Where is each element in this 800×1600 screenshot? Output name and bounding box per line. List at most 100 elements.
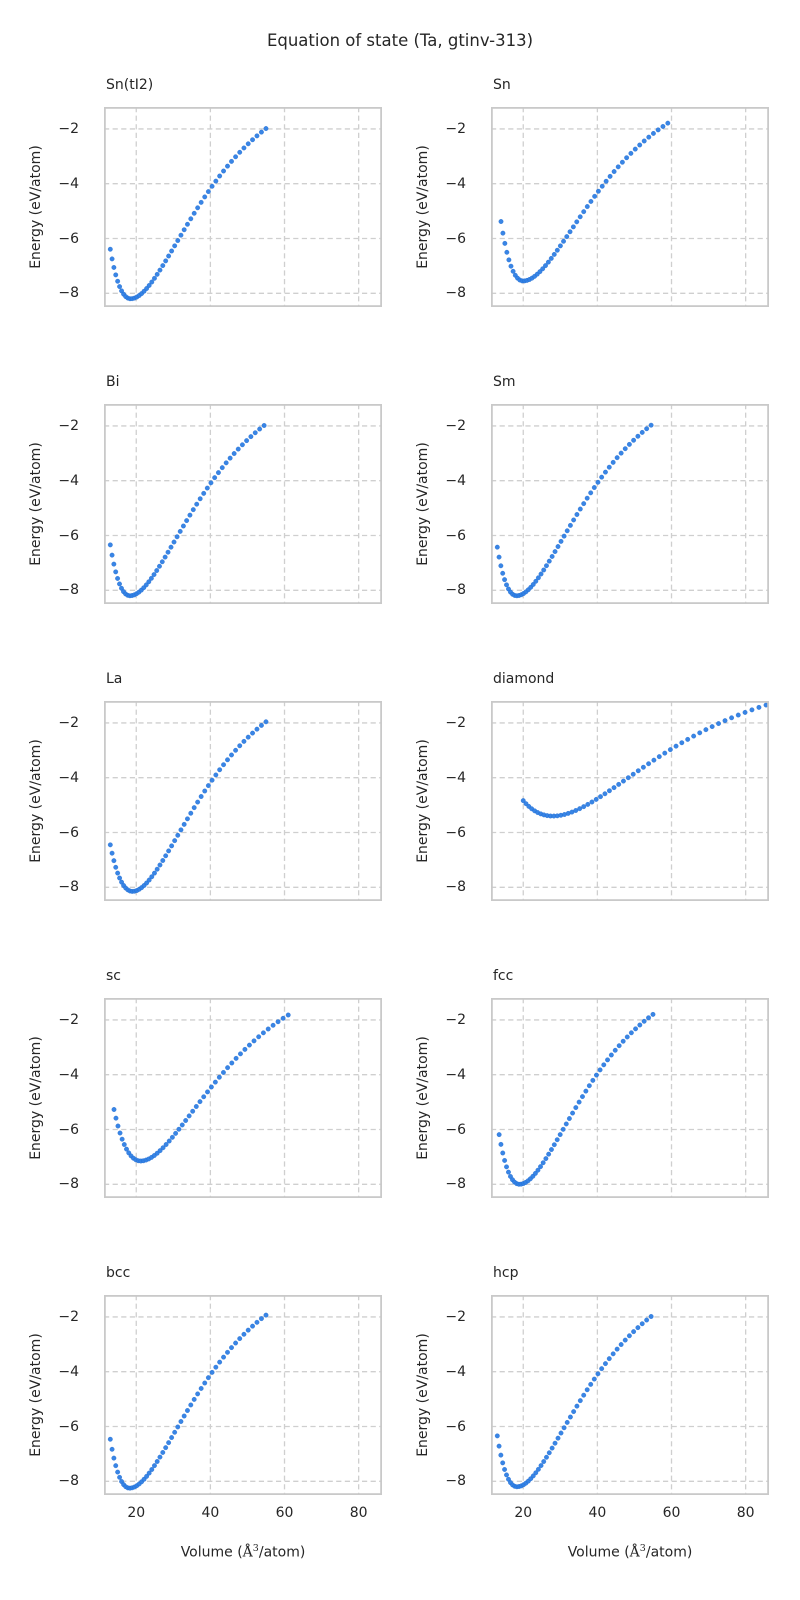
plot-canvas [491, 1295, 769, 1495]
data-point [561, 238, 567, 244]
x-tick-label: 80 [736, 1505, 755, 1521]
data-point [260, 1030, 266, 1036]
data-point [635, 768, 641, 774]
data-point [169, 248, 175, 254]
data-point [735, 712, 741, 718]
y-tick-label: −6 [445, 1418, 466, 1435]
data-point [673, 743, 679, 749]
data-point [178, 232, 184, 238]
y-axis-label: Energy (eV/atom) [415, 145, 431, 269]
data-point [616, 1043, 622, 1049]
data-point [585, 801, 591, 807]
data-point [225, 1065, 231, 1071]
y-tick-label: −2 [58, 714, 79, 731]
data-point [496, 554, 502, 560]
data-point [608, 1052, 614, 1058]
axes-border [104, 998, 382, 1198]
data-point [640, 764, 646, 770]
data-point [254, 1319, 260, 1325]
y-tick-label: −4 [58, 472, 79, 489]
x-tick-label: 40 [588, 1505, 607, 1521]
data-point [223, 460, 229, 466]
data-point [178, 1419, 184, 1425]
data-point [576, 1099, 582, 1105]
data-point [213, 1364, 219, 1370]
x-tick-label: 40 [201, 1505, 220, 1521]
data-point [607, 173, 613, 179]
data-point [237, 1336, 243, 1342]
data-point [219, 465, 225, 471]
data-point [208, 480, 214, 486]
y-tick-label: −8 [58, 1176, 79, 1193]
data-point [543, 1156, 549, 1162]
data-point [186, 1113, 192, 1119]
grid-lines [104, 701, 382, 901]
data-point [227, 455, 233, 461]
data-point [233, 1340, 239, 1346]
data-point [169, 843, 175, 849]
data-point [610, 1351, 616, 1357]
data-point [160, 263, 166, 269]
y-tick-label: −4 [58, 1363, 79, 1380]
y-axis-label: Energy (eV/atom) [28, 1333, 44, 1457]
data-point [504, 582, 510, 588]
data-point [606, 1356, 612, 1362]
y-axis-label: Energy (eV/atom) [28, 145, 44, 269]
data-point [184, 221, 190, 227]
data-point [197, 496, 203, 502]
data-point [201, 1094, 207, 1100]
data-point [117, 875, 123, 881]
data-point [502, 577, 508, 583]
data-point [581, 804, 587, 810]
data-point [171, 539, 177, 545]
data-point [191, 805, 197, 811]
y-axis-label: Energy (eV/atom) [28, 1036, 44, 1160]
data-point [188, 810, 194, 816]
data-point [628, 150, 634, 156]
data-point [716, 721, 722, 727]
y-tick-label: −2 [58, 120, 79, 137]
grid-lines [104, 404, 382, 604]
y-tick-label: −6 [58, 527, 79, 544]
data-point [626, 1333, 632, 1339]
data-point [107, 1436, 113, 1442]
data-point [225, 163, 230, 169]
data-point [545, 259, 551, 265]
data-point [505, 1169, 511, 1175]
data-point [166, 848, 172, 854]
grid-lines [491, 107, 769, 307]
data-point [113, 1115, 119, 1121]
scatter-series [494, 422, 654, 599]
data-point [156, 563, 162, 569]
data-point [656, 754, 662, 760]
data-point [157, 1454, 163, 1460]
data-point [630, 771, 636, 777]
x-tick-label: 80 [349, 1505, 368, 1521]
data-point [646, 134, 652, 140]
grid-lines [491, 1295, 769, 1495]
data-point [212, 1079, 218, 1085]
data-point [209, 777, 215, 783]
data-point [620, 778, 626, 784]
data-point [685, 736, 691, 742]
data-point [258, 129, 264, 135]
data-point [533, 1470, 539, 1476]
data-point [606, 788, 612, 794]
data-point [198, 794, 204, 800]
data-point [261, 422, 267, 428]
data-point [154, 271, 160, 277]
data-point [212, 475, 218, 481]
data-point [265, 1026, 271, 1032]
data-point [599, 1366, 605, 1372]
data-point [221, 762, 227, 768]
data-point [166, 1138, 172, 1144]
data-point [113, 272, 119, 278]
data-point [244, 438, 250, 444]
data-point [622, 446, 628, 452]
data-point [646, 1015, 652, 1021]
plot-canvas [491, 107, 769, 307]
data-point [154, 1458, 160, 1464]
axes-border [104, 404, 382, 604]
subplot-title: Sn [493, 77, 511, 93]
data-point [602, 791, 608, 797]
